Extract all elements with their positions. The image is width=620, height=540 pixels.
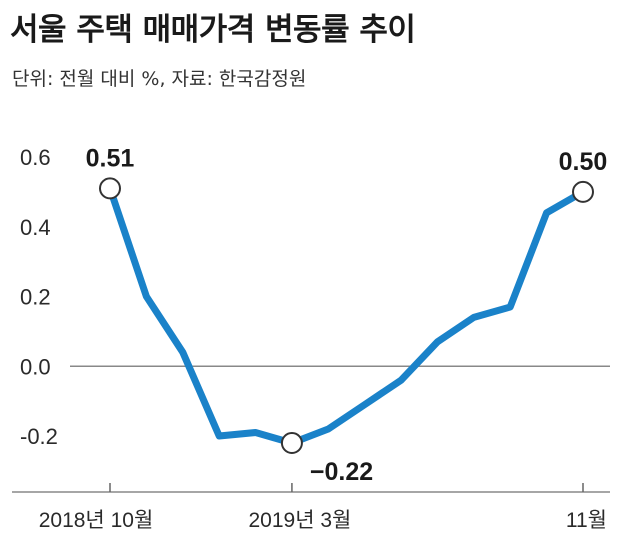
data-label: 0.51 (86, 144, 135, 172)
y-tick-label: 0.6 (20, 145, 51, 170)
y-tick-label: 0.4 (20, 215, 51, 240)
y-tick-label: 0.0 (20, 354, 51, 379)
x-tick-label: 11월 (566, 509, 607, 532)
chart-subtitle: 단위: 전월 대비 %, 자료: 한국감정원 (12, 68, 307, 90)
y-tick-label: -0.2 (20, 424, 58, 449)
data-label: 0.50 (559, 148, 608, 176)
series-line (106, 184, 587, 447)
chart-title: 서울 주택 매매가격 변동률 추이 (10, 12, 416, 48)
y-tick-label: 0.2 (20, 285, 51, 310)
x-tick-label: 2018년 10월 (39, 509, 154, 532)
data-point-marker (99, 177, 121, 200)
data-label: −0.22 (310, 458, 373, 486)
data-point-marker (280, 431, 303, 454)
x-tick-label: 2019년 3월 (248, 509, 351, 532)
data-point-marker (572, 180, 594, 203)
